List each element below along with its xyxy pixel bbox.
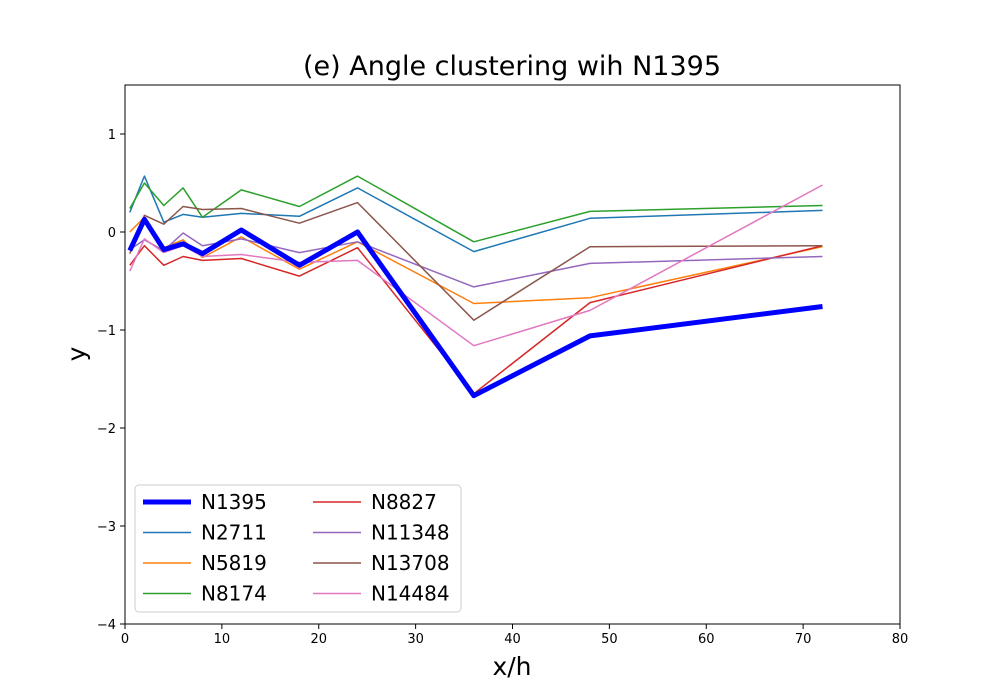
legend-label: N11348 bbox=[371, 521, 450, 545]
legend-entry: N8827 bbox=[313, 490, 437, 514]
y-tick-label: −3 bbox=[97, 520, 116, 535]
legend-entry: N5819 bbox=[143, 551, 267, 575]
legend-label: N8827 bbox=[371, 490, 437, 514]
y-tick-label: −1 bbox=[97, 324, 116, 339]
series-line-n5819 bbox=[129, 216, 823, 305]
legend-entry: N2711 bbox=[143, 521, 267, 545]
legend-label: N13708 bbox=[371, 551, 450, 575]
series-line-n11348 bbox=[129, 232, 823, 288]
x-tick-label: 50 bbox=[601, 632, 618, 647]
legend-entry: N11348 bbox=[313, 521, 450, 545]
y-axis-ticks: −4 −3 −2 −1 0 1 bbox=[97, 128, 125, 633]
x-axis-label: x/h bbox=[492, 652, 531, 681]
chart-title: (e) Angle clustering wih N1395 bbox=[303, 51, 721, 82]
x-tick-label: 40 bbox=[504, 632, 521, 647]
y-tick-label: −4 bbox=[97, 618, 116, 633]
y-tick-label: 0 bbox=[108, 226, 116, 241]
legend-label: N1395 bbox=[201, 490, 267, 514]
legend-entry: N1395 bbox=[143, 490, 267, 514]
y-tick-label: −2 bbox=[97, 422, 116, 437]
legend-entry: N14484 bbox=[313, 582, 450, 606]
legend-label: N5819 bbox=[201, 551, 267, 575]
x-tick-label: 20 bbox=[310, 632, 327, 647]
legend-label: N14484 bbox=[371, 582, 450, 606]
legend-entry: N8174 bbox=[143, 582, 267, 606]
legend-entry: N13708 bbox=[313, 551, 450, 575]
legend-label: N8174 bbox=[201, 582, 267, 606]
series-line-n1395 bbox=[127, 216, 823, 399]
legend: N1395 N2711 N5819 N8174 N8827 N11348 N13708 N14… bbox=[134, 484, 462, 613]
series-line-n2711 bbox=[129, 175, 823, 253]
x-tick-label: 80 bbox=[892, 632, 909, 647]
series-line-n13708 bbox=[129, 201, 823, 321]
y-tick-label: 1 bbox=[108, 128, 116, 143]
series-line-n8827 bbox=[129, 244, 823, 395]
x-tick-label: 0 bbox=[121, 632, 129, 647]
series-line-n14484 bbox=[129, 184, 823, 347]
x-tick-label: 60 bbox=[698, 632, 715, 647]
x-tick-label: 70 bbox=[795, 632, 812, 647]
x-tick-label: 10 bbox=[214, 632, 231, 647]
series-line-n8174 bbox=[129, 175, 823, 243]
y-axis-label: y bbox=[62, 346, 91, 361]
legend-box bbox=[134, 484, 462, 613]
legend-label: N2711 bbox=[201, 521, 267, 545]
x-axis-ticks: 0 10 20 30 40 50 60 70 80 bbox=[121, 624, 908, 647]
series-lines bbox=[127, 175, 823, 399]
x-tick-label: 30 bbox=[407, 632, 424, 647]
